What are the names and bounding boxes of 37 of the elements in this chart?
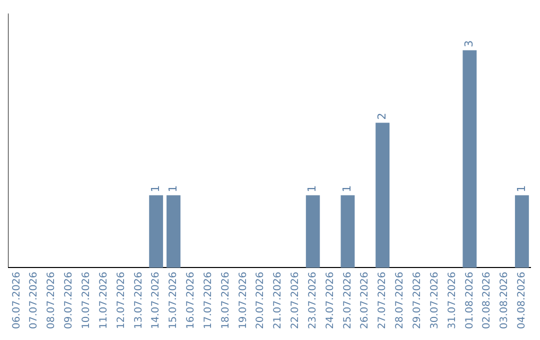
x-tick-label: 09.07.2026 [64, 272, 75, 330]
x-tick-label: 27.07.2026 [377, 272, 388, 330]
data-label: 2 [375, 112, 388, 120]
data-label: 1 [166, 185, 180, 192]
x-tick-label: 22.07.2026 [290, 272, 302, 330]
data-label: 1 [306, 185, 319, 192]
x-tick-label: 08.07.2026 [46, 272, 58, 330]
data-label: 1 [340, 185, 354, 192]
x-tick-label: 10.07.2026 [80, 272, 92, 330]
x-tick-label: 19.07.2026 [238, 272, 249, 330]
x-tick-label: 26.07.2026 [360, 272, 371, 330]
x-tick-label: 29.07.2026 [412, 272, 423, 330]
x-tick-label: 28.07.2026 [394, 272, 406, 330]
data-label: 1 [514, 185, 528, 192]
x-tick-label: 16.07.2026 [186, 272, 197, 330]
x-tick-label: 25.07.2026 [342, 272, 354, 330]
x-tick-label: 13.07.2026 [133, 272, 144, 330]
x-tick-label: 31.07.2026 [446, 272, 458, 330]
x-tick-label: 03.08.2026 [499, 272, 510, 330]
x-tick-label: 30.07.2026 [429, 272, 440, 330]
x-tick-label: 17.07.2026 [202, 272, 214, 330]
x-tick-label: 06.07.2026 [11, 272, 22, 330]
x-tick-label: 24.07.2026 [324, 272, 336, 330]
x-tick-label: 04.08.2026 [516, 272, 528, 330]
x-tick-label: 15.07.2026 [168, 272, 180, 330]
x-tick-label: 12.07.2026 [116, 272, 127, 330]
x-tick-label: 23.07.2026 [307, 272, 318, 330]
data-label: 1 [148, 185, 162, 192]
x-tick-label: 14.07.2026 [150, 272, 162, 330]
x-tick-label: 21.07.2026 [272, 272, 284, 330]
x-tick-label: 01.08.2026 [464, 272, 476, 330]
x-tick-label: 07.07.2026 [28, 272, 40, 330]
data-label: 3 [462, 40, 476, 48]
x-tick-label: 20.07.2026 [255, 272, 266, 330]
x-tick-label: 18.07.2026 [220, 272, 232, 330]
x-tick-label: 11.07.2026 [98, 272, 110, 330]
x-tick-label: 02.08.2026 [482, 272, 493, 330]
